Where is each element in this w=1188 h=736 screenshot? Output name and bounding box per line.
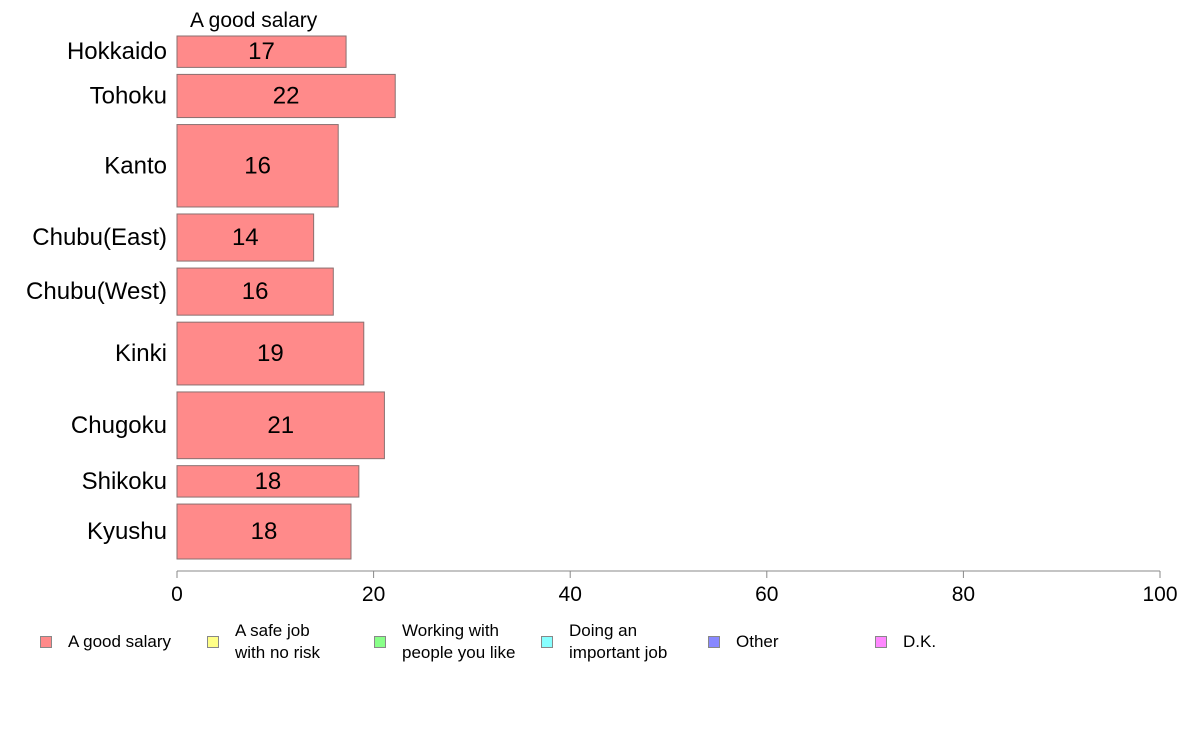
bar-value-label: 21 — [267, 412, 294, 439]
bar-kanto — [176, 124, 339, 208]
legend-label: D.K. — [903, 632, 937, 651]
category-label: Chubu(West) — [26, 278, 167, 305]
bar-kyushu — [176, 503, 352, 560]
legend-label: A safe job with no risk — [235, 621, 321, 662]
legend-swatch — [708, 636, 720, 648]
legend-label: A good salary — [68, 632, 172, 651]
legend-swatch — [207, 636, 219, 648]
bar-chugoku — [176, 391, 385, 460]
legend-item: Doing an important job — [541, 620, 667, 664]
bar-value-label: 22 — [273, 82, 300, 109]
category-label: Hokkaido — [67, 38, 167, 65]
bar-value-label: 16 — [242, 278, 269, 305]
category-label: Kanto — [104, 152, 167, 179]
category-label: Chugoku — [71, 412, 167, 439]
legend-swatch — [541, 636, 553, 648]
category-label: Kyushu — [87, 518, 167, 545]
bar-value-label: 19 — [257, 340, 284, 367]
bar-hokkaido — [176, 35, 347, 68]
category-label: Tohoku — [90, 82, 167, 109]
bar-value-label: 14 — [232, 224, 259, 251]
bar-chubu-east- — [176, 213, 315, 262]
bar-chubu-west- — [176, 267, 334, 316]
legend-label: Doing an important job — [569, 621, 668, 662]
category-label: Chubu(East) — [32, 224, 167, 251]
legend-swatch — [40, 636, 52, 648]
x-tick-label: 40 — [559, 583, 582, 606]
bars: 17 Hokkaido 22 Tohoku 16 Kanto 14 Chubu(East) 16… — [26, 35, 396, 560]
chart-title: A good salary — [190, 9, 318, 32]
legend-swatch — [875, 636, 887, 648]
x-tick-label: 80 — [952, 583, 975, 606]
bar-value-label: 17 — [248, 38, 275, 65]
x-tick-label: 60 — [755, 583, 778, 606]
legend-item: Working with people you like — [374, 620, 515, 664]
legend-item: D.K. — [875, 620, 936, 664]
bar-value-label: 16 — [244, 152, 271, 179]
legend-item: Other — [708, 620, 779, 664]
x-axis: 0 20 40 60 80 100 — [171, 570, 1178, 606]
legend-item: A good salary — [40, 620, 171, 664]
bar-shikoku — [176, 465, 360, 498]
x-tick-label: 100 — [1142, 583, 1177, 606]
category-label: Shikoku — [82, 468, 167, 495]
bar-kinki — [176, 321, 365, 386]
x-tick-label: 0 — [171, 583, 183, 606]
x-tick-label: 20 — [362, 583, 385, 606]
category-label: Kinki — [115, 340, 167, 367]
legend-swatch — [374, 636, 386, 648]
legend-label: Other — [736, 632, 779, 651]
legend-label: Working with people you like — [402, 621, 516, 662]
bar-value-label: 18 — [255, 468, 282, 495]
legend-item: A safe job with no risk — [207, 620, 320, 664]
legend: A good salary A safe job with no risk Work… — [40, 620, 1160, 670]
bar-tohoku — [176, 73, 396, 119]
bar-value-label: 18 — [251, 518, 278, 545]
